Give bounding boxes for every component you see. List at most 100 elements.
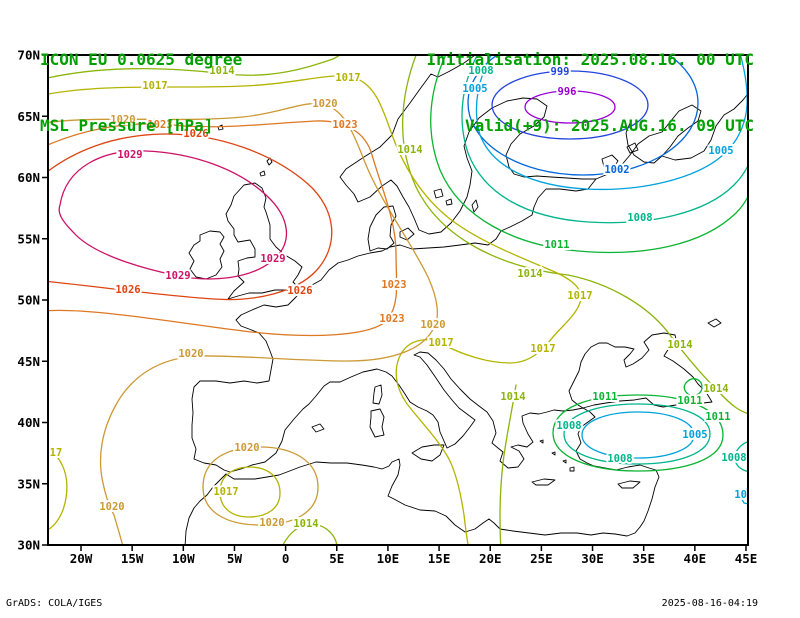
contour-label: 1014: [500, 391, 525, 403]
contour-label: 1017: [213, 486, 238, 498]
lon-tick-label: 10E: [377, 551, 400, 566]
contour-line-1026: [48, 133, 333, 301]
contour-label: 1023: [379, 313, 404, 325]
contour-label: 996: [558, 86, 577, 98]
contour-label: 1014: [517, 268, 542, 280]
contour-line-1014: [499, 384, 517, 545]
creation-timestamp: 2025-08-16-04:19: [661, 598, 758, 609]
lon-tick-label: 35E: [632, 551, 655, 566]
init-time: Initialisation: 2025.08.16. 00 UTC: [426, 50, 754, 69]
contour-label: 1014: [703, 383, 728, 395]
lon-tick-label: 5W: [227, 551, 243, 566]
contour-lines: [48, 55, 748, 545]
contour-label: 1020: [99, 501, 124, 513]
lon-tick-label: 25E: [530, 551, 553, 566]
lon-tick-label: 10W: [172, 551, 195, 566]
contour-label: 1020: [259, 517, 284, 529]
contour-label: 1020: [312, 98, 337, 110]
coastline-continent: [184, 178, 660, 545]
contour-line-1014: [48, 55, 341, 79]
lon-tick-label: 20W: [70, 551, 93, 566]
contour-line-1017: [219, 466, 281, 518]
coastlines: [184, 55, 748, 545]
lon-tick-label: 45E: [735, 551, 758, 566]
valid-time: Valid(+9): 2025.AUG.16. 09 UTC: [465, 116, 754, 135]
contour-label: 1008: [468, 65, 493, 77]
contour-line-1008: [461, 55, 748, 224]
lat-tick-label: 55N: [17, 231, 40, 246]
lat-tick-label: 40N: [17, 415, 40, 430]
contour-line-1005: [581, 411, 695, 459]
contour-line-1014: [402, 55, 748, 415]
contour-label: 1014: [667, 339, 692, 351]
contour-label: 1023: [332, 119, 357, 131]
axis-ticks: [42, 54, 747, 551]
contour-label: 1008: [627, 212, 652, 224]
grads-credit: GrADS: COLA/IGES: [6, 598, 103, 609]
contour-label: 1005: [462, 83, 487, 95]
coastline-britain: [225, 182, 303, 300]
contour-label: 1017: [530, 343, 555, 355]
contour-label: 17: [50, 447, 63, 459]
contour-line-1014: [282, 523, 338, 545]
contour-line-996: [524, 90, 616, 124]
lon-tick-label: 30E: [581, 551, 604, 566]
contour-label: 1017: [428, 337, 453, 349]
contour-label: 1020: [110, 114, 135, 126]
contour-line-1002: [467, 55, 699, 176]
contour-label: 1014: [209, 65, 234, 77]
contour-label: 1011: [677, 395, 702, 407]
contour-label: 1020: [178, 348, 203, 360]
contour-label: 1008: [721, 452, 746, 464]
coastline-lakes: [433, 142, 722, 328]
coastline-black-sea: [568, 332, 713, 409]
chart-title-block: ICON EU 0.0625 degree MSL Pressure [hPa]: [40, 5, 242, 181]
contour-label: 1029: [165, 270, 190, 282]
contour-line-1008: [734, 440, 748, 473]
lon-tick-label: 15W: [121, 551, 144, 566]
lon-tick-label: 15E: [428, 551, 451, 566]
lon-tick-label: 0: [282, 551, 290, 566]
contour-line-1017: [48, 75, 582, 545]
contour-label: 1002: [604, 164, 629, 176]
contour-label: 1020: [420, 319, 445, 331]
coastline-scandinavia: [339, 55, 748, 235]
contour-line-1020: [202, 446, 319, 526]
contour-label: 1017: [567, 290, 592, 302]
coastline-islands: [217, 124, 641, 489]
contour-line-1011: [552, 394, 724, 472]
contour-label: 1029: [260, 253, 285, 265]
contour-label: 1020: [234, 442, 259, 454]
contour-label: 1026: [183, 128, 208, 140]
contour-label: 1014: [397, 144, 422, 156]
contour-label: 1023: [147, 119, 172, 131]
contour-label: 1017: [142, 80, 167, 92]
field-title: MSL Pressure [hPa]: [40, 116, 214, 135]
contour-line-1023: [48, 120, 398, 337]
contour-label: 1005: [682, 429, 707, 441]
lon-tick-label: 5E: [329, 551, 344, 566]
contour-label: 1011: [705, 411, 730, 423]
lat-tick-label: 45N: [17, 354, 40, 369]
contour-label: 1023: [381, 279, 406, 291]
contour-label: 1029: [117, 149, 142, 161]
contour-label: 999: [551, 66, 570, 78]
contour-line-1029: [58, 150, 287, 280]
lat-axis-labels: 70N 65N 60N 55N 50N 45N 40N 35N 30N: [17, 48, 40, 553]
lat-tick-label: 60N: [17, 170, 40, 185]
contour-line-1011: [683, 378, 703, 397]
contour-label: 1008: [556, 420, 581, 432]
contour-label: 1011: [544, 239, 569, 251]
contour-line-1008: [563, 403, 711, 465]
lon-axis-labels: 20W 15W 10W 5W 0 5E 10E 15E 20E 25E 30E 35E 40E 45E: [70, 551, 758, 566]
contour-line-999: [491, 70, 649, 140]
lat-tick-label: 50N: [17, 293, 40, 308]
coastline-ireland: [188, 230, 225, 280]
contour-label: 1026: [287, 285, 312, 297]
lat-tick-label: 30N: [17, 538, 40, 553]
lon-tick-label: 20E: [479, 551, 502, 566]
contour-label: 1005: [734, 489, 759, 501]
contour-label: 1026: [115, 284, 140, 296]
